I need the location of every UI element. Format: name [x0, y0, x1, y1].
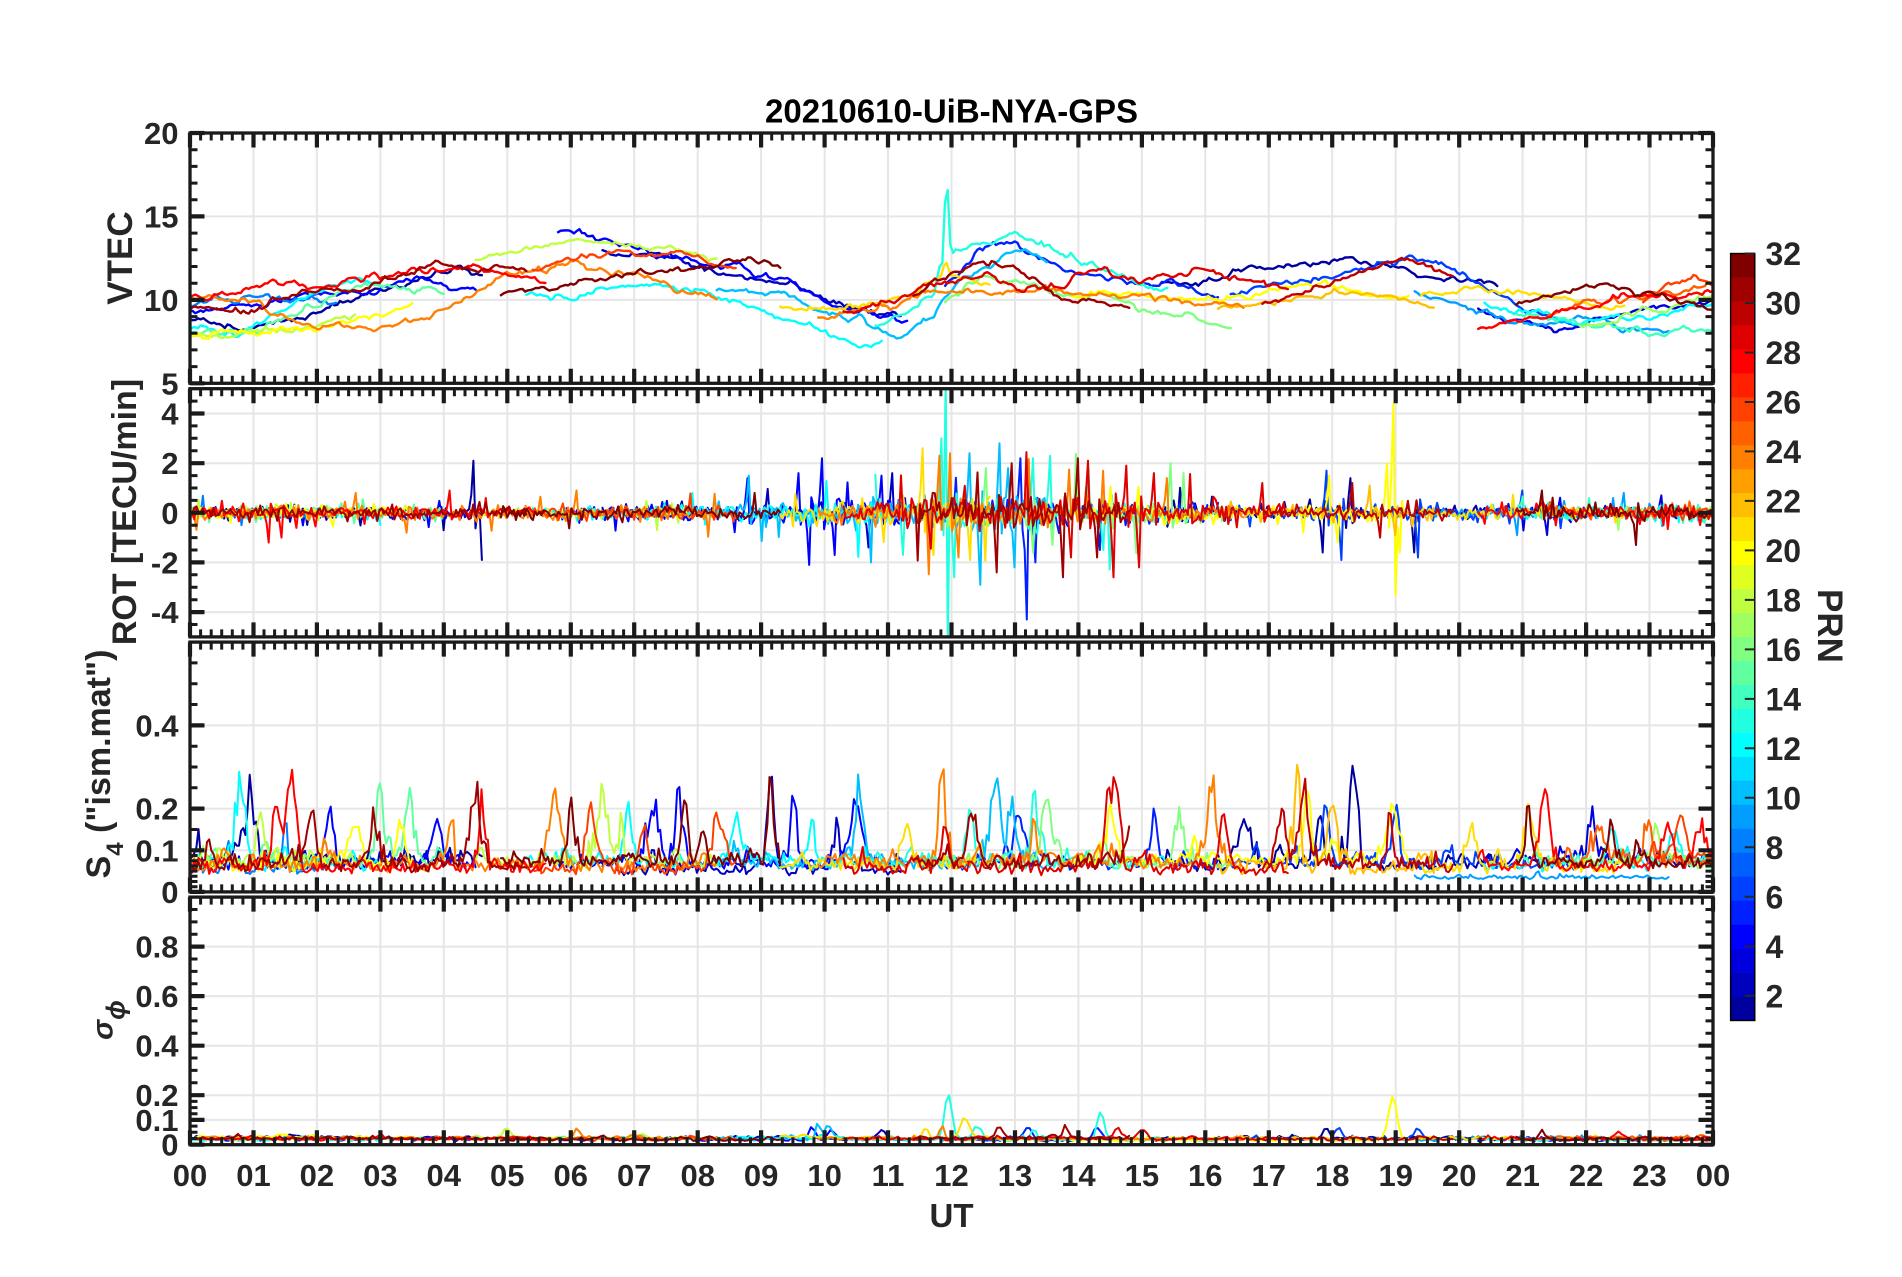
svg-text:20: 20 — [144, 116, 178, 151]
svg-text:-4: -4 — [151, 595, 179, 630]
svg-text:22: 22 — [1569, 1158, 1603, 1193]
svg-text:32: 32 — [1766, 236, 1802, 272]
svg-text:03: 03 — [363, 1158, 397, 1193]
svg-text:30: 30 — [1766, 286, 1802, 322]
svg-text:01: 01 — [236, 1158, 270, 1193]
svg-text:10: 10 — [1766, 780, 1802, 816]
svg-text:4: 4 — [1766, 929, 1784, 965]
svg-text:0: 0 — [161, 1128, 178, 1163]
svg-text:2: 2 — [161, 446, 178, 481]
svg-text:PRN: PRN — [1810, 589, 1849, 663]
svg-text:28: 28 — [1766, 335, 1802, 371]
svg-text:18: 18 — [1315, 1158, 1349, 1193]
svg-text:22: 22 — [1766, 483, 1802, 519]
svg-text:4: 4 — [161, 397, 179, 432]
svg-text:20: 20 — [1442, 1158, 1476, 1193]
svg-text:00: 00 — [173, 1158, 207, 1193]
svg-text:10: 10 — [144, 283, 178, 318]
svg-text:19: 19 — [1378, 1158, 1412, 1193]
svg-text:10: 10 — [807, 1158, 841, 1193]
svg-text:12: 12 — [934, 1158, 968, 1193]
svg-text:0.6: 0.6 — [135, 979, 178, 1014]
svg-text:05: 05 — [490, 1158, 524, 1193]
svg-text:02: 02 — [300, 1158, 334, 1193]
svg-text:06: 06 — [554, 1158, 588, 1193]
svg-text:21: 21 — [1505, 1158, 1539, 1193]
svg-text:07: 07 — [617, 1158, 651, 1193]
svg-text:04: 04 — [427, 1158, 462, 1193]
svg-text:20: 20 — [1766, 533, 1802, 569]
svg-text:13: 13 — [998, 1158, 1032, 1193]
svg-text:8: 8 — [1766, 830, 1784, 866]
svg-text:18: 18 — [1766, 582, 1802, 618]
svg-text:2: 2 — [1766, 978, 1784, 1014]
svg-text:24: 24 — [1766, 434, 1802, 470]
svg-text:0.8: 0.8 — [135, 930, 178, 965]
svg-text:15: 15 — [144, 199, 178, 234]
svg-text:-2: -2 — [151, 545, 179, 580]
svg-text:5: 5 — [161, 366, 178, 401]
svg-text:14: 14 — [1061, 1158, 1096, 1193]
svg-text:26: 26 — [1766, 385, 1802, 421]
svg-text:16: 16 — [1188, 1158, 1222, 1193]
svg-text:σϕ: σϕ — [87, 1000, 131, 1040]
svg-text:12: 12 — [1766, 731, 1802, 767]
svg-text:0.4: 0.4 — [135, 708, 179, 743]
svg-text:ROT [TECU/min]: ROT [TECU/min] — [106, 379, 144, 645]
svg-text:08: 08 — [680, 1158, 714, 1193]
svg-text:20210610-UiB-NYA-GPS: 20210610-UiB-NYA-GPS — [765, 93, 1138, 130]
svg-text:14: 14 — [1766, 681, 1802, 717]
svg-text:17: 17 — [1252, 1158, 1286, 1193]
svg-text:15: 15 — [1125, 1158, 1159, 1193]
svg-text:11: 11 — [872, 1158, 905, 1193]
svg-text:00: 00 — [1696, 1158, 1730, 1193]
svg-text:0.2: 0.2 — [135, 1078, 178, 1113]
svg-text:23: 23 — [1632, 1158, 1666, 1193]
svg-text:0: 0 — [161, 875, 178, 910]
svg-text:6: 6 — [1766, 879, 1784, 915]
svg-text:0.1: 0.1 — [135, 833, 178, 868]
svg-text:0: 0 — [161, 496, 178, 531]
svg-text:0.1: 0.1 — [135, 1103, 178, 1138]
svg-text:0.2: 0.2 — [135, 792, 178, 827]
svg-text:UT: UT — [930, 1197, 974, 1234]
svg-text:0.4: 0.4 — [135, 1029, 179, 1064]
svg-text:VTEC: VTEC — [101, 211, 140, 304]
svg-text:09: 09 — [744, 1158, 778, 1193]
svg-text:16: 16 — [1766, 632, 1802, 668]
